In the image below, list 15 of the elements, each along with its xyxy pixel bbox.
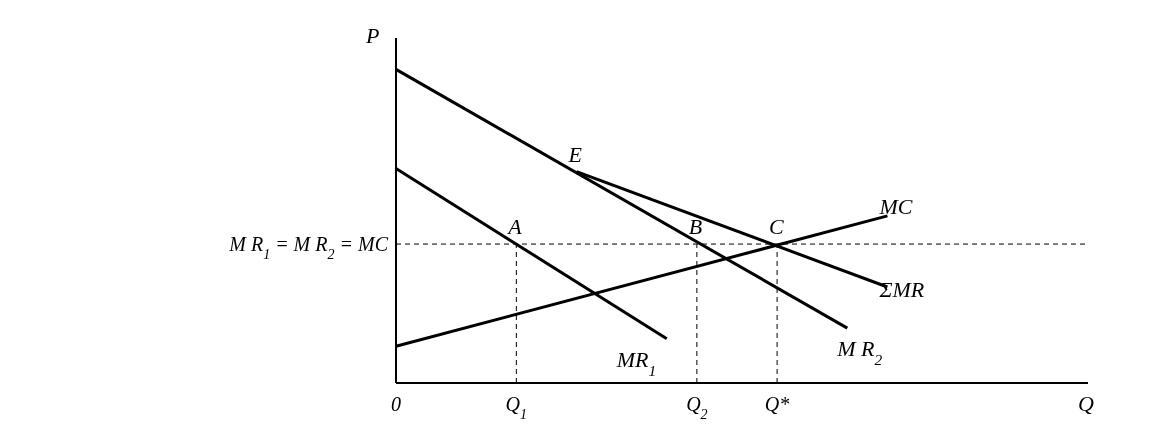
x-tick-label: 0 [391,393,401,415]
annotation: A [506,214,523,240]
x-tick-label: Q* [764,393,790,415]
annotation: B [688,214,703,240]
x-tick-label: Q$_{2}$ [686,393,708,422]
y-axis-title: P [365,23,380,48]
series-label: ΣMR [878,277,925,303]
annotation: E [567,141,583,167]
annotation: C [769,214,785,240]
ref-line-label: M R$_{1}$ = M R$_{2}$ = MC [228,233,389,262]
series-label: MR$_{1}$ [615,346,657,379]
x-tick-label: Q$_{1}$ [505,393,528,422]
series-label: MC [878,193,913,219]
series-label: M R$_{2}$ [836,336,883,368]
x-axis-title: Q [1078,391,1094,416]
